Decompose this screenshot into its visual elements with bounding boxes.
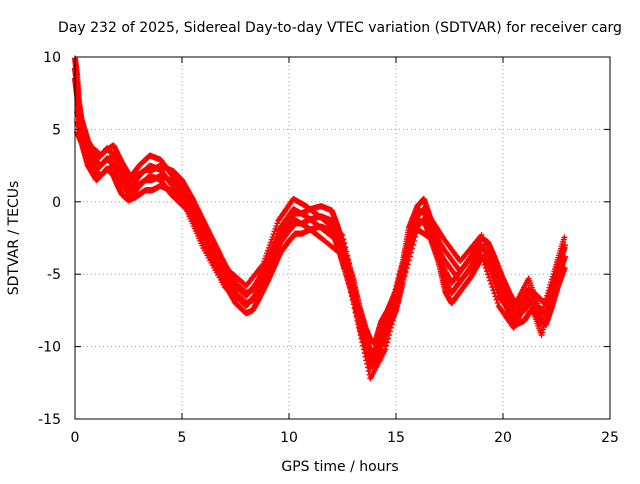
sdtvar-chart: 0510152025-15-10-50510 Day 232 of 2025, … [0, 0, 640, 480]
chart-container: 0510152025-15-10-50510 Day 232 of 2025, … [0, 0, 640, 480]
